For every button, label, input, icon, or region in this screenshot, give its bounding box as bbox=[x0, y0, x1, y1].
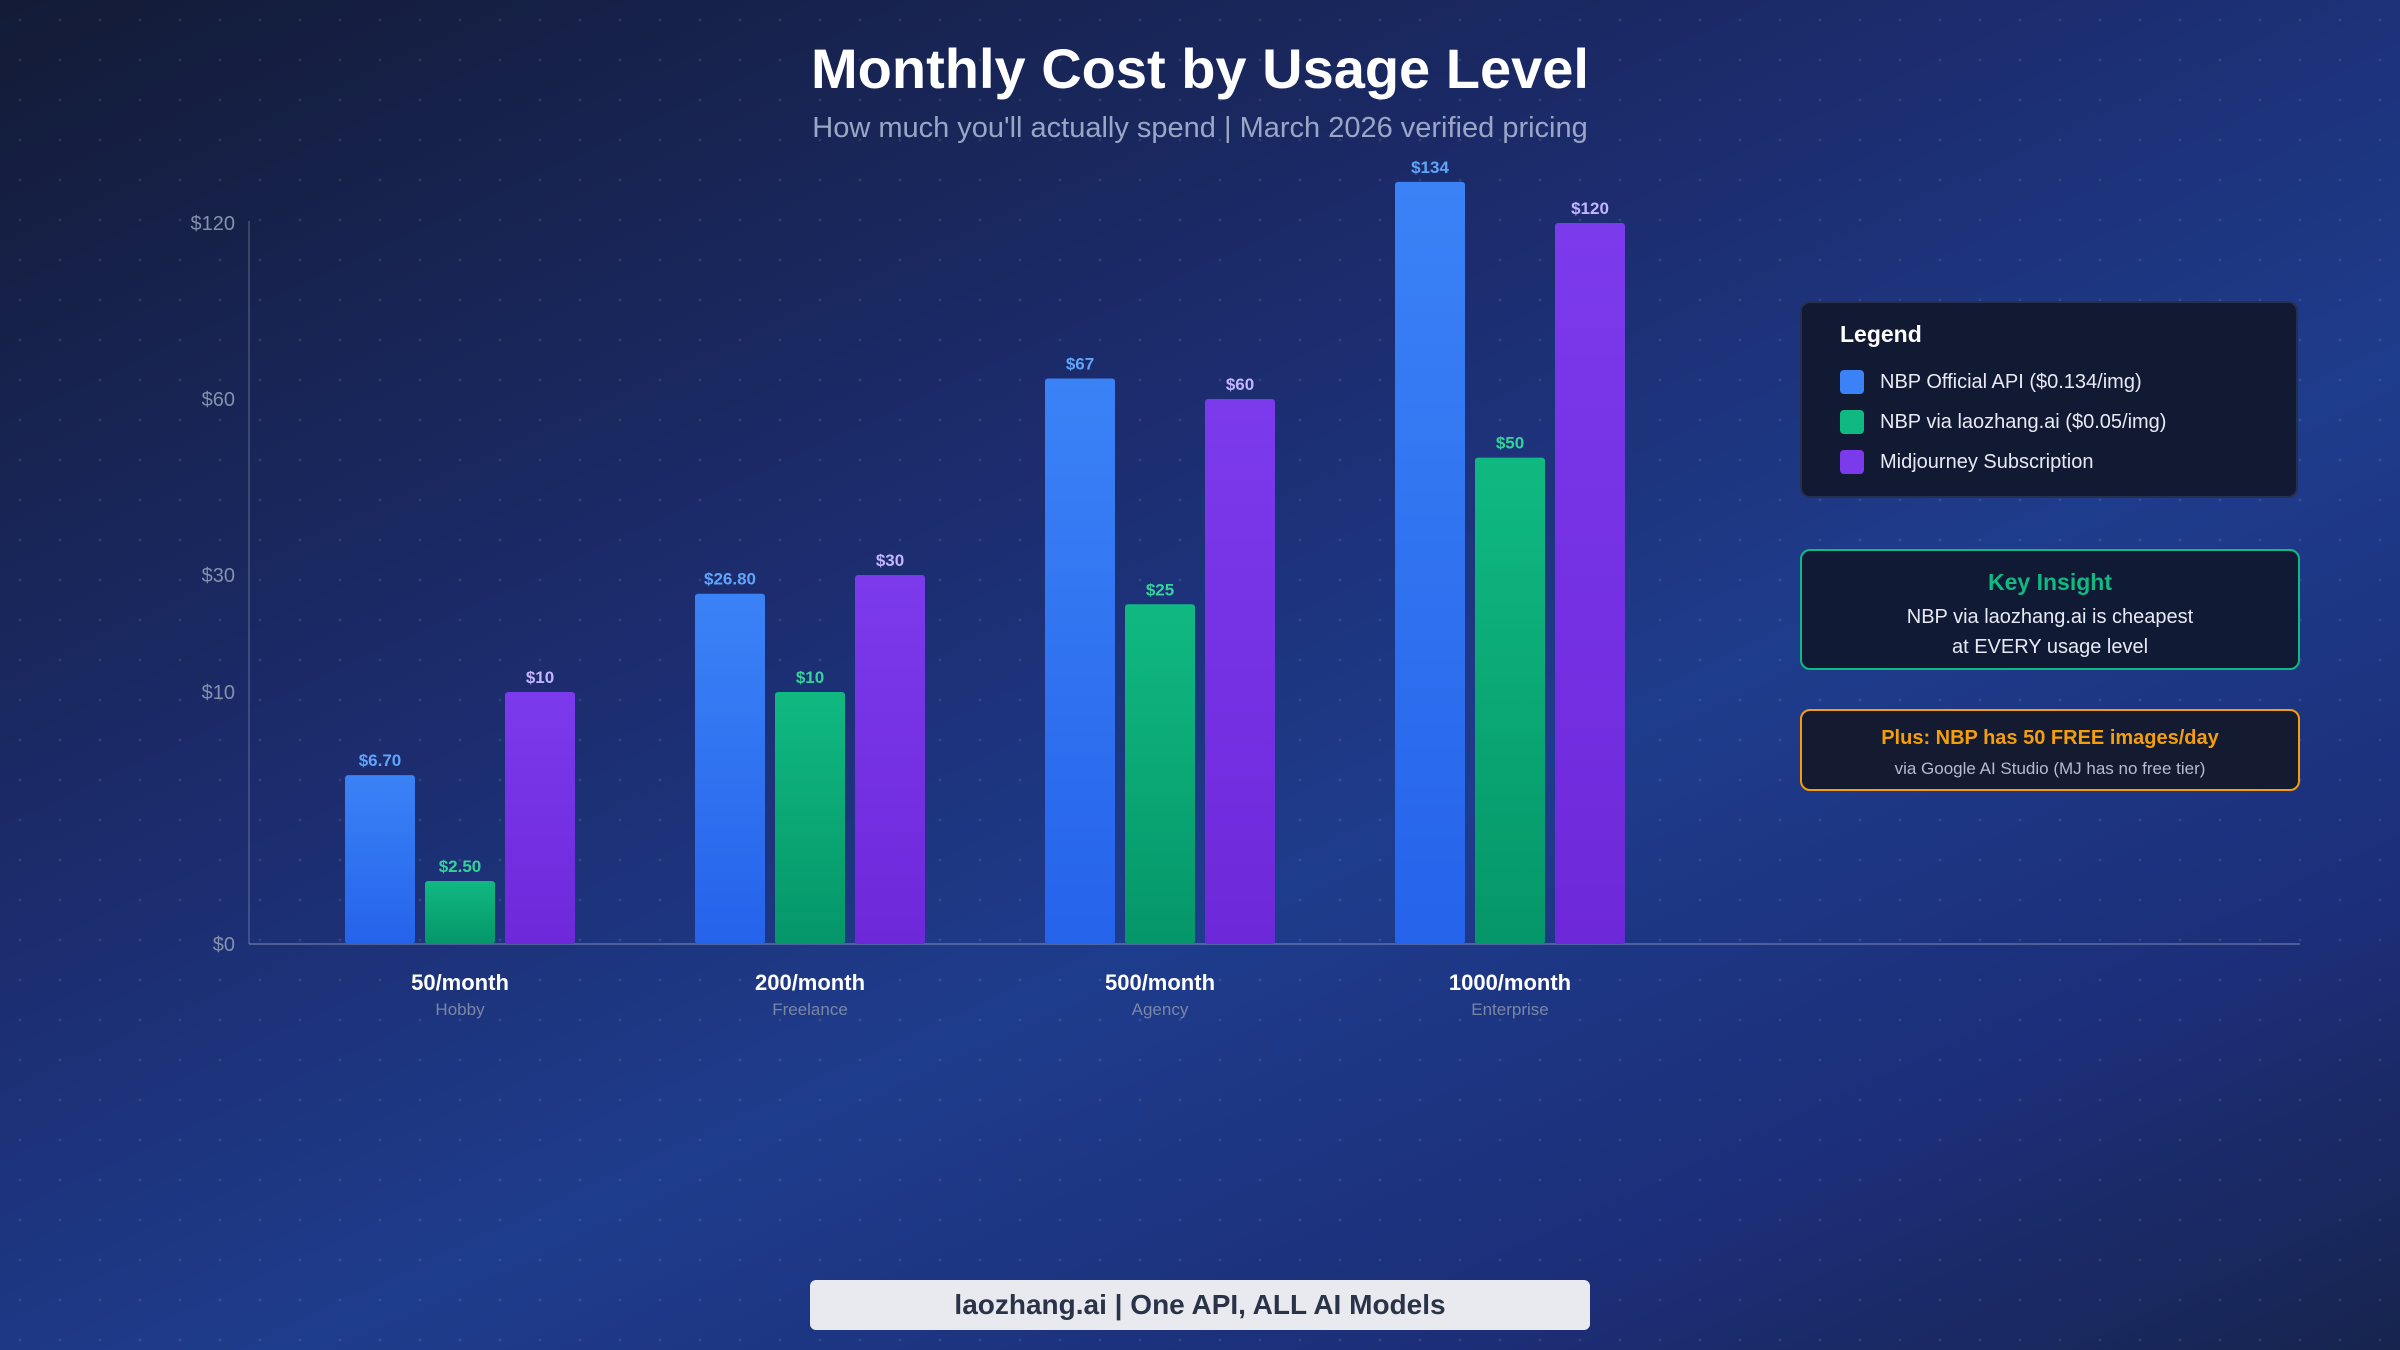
x-category-sublabel: Freelance bbox=[772, 1000, 848, 1019]
y-tick-label: $30 bbox=[202, 565, 235, 587]
key-insight-line-1: NBP via laozhang.ai is cheapest bbox=[1906, 606, 2194, 628]
x-category-sublabel: Agency bbox=[1132, 1000, 1189, 1019]
y-tick-label: $60 bbox=[202, 389, 235, 411]
x-category-label: 1000/month bbox=[1449, 970, 1571, 995]
bar-midjourney bbox=[1205, 399, 1275, 944]
legend-item-laozhang: NBP via laozhang.ai ($0.05/img) bbox=[1840, 402, 2258, 442]
legend-label-midjourney: Midjourney Subscription bbox=[1880, 450, 2094, 473]
bar-value-label: $134 bbox=[1411, 158, 1449, 177]
bar-value-label: $30 bbox=[876, 551, 904, 570]
bar-laozhang bbox=[425, 881, 495, 944]
legend-item-midjourney: Midjourney Subscription bbox=[1840, 442, 2258, 482]
bar-value-label: $10 bbox=[526, 668, 554, 687]
page-subtitle: How much you'll actually spend | March 2… bbox=[812, 112, 1588, 144]
x-category-sublabel: Hobby bbox=[435, 1000, 485, 1019]
bar-laozhang bbox=[775, 692, 845, 944]
bar-midjourney bbox=[505, 692, 575, 944]
bar-official bbox=[695, 593, 765, 944]
bar-value-label: $60 bbox=[1226, 375, 1254, 394]
free-tier-panel: Plus: NBP has 50 FREE images/day via Goo… bbox=[1800, 709, 2300, 791]
bar-official bbox=[1395, 181, 1465, 944]
x-category-sublabel: Enterprise bbox=[1471, 1000, 1548, 1019]
y-tick-label: $120 bbox=[191, 213, 236, 235]
bar-value-label: $10 bbox=[796, 668, 824, 687]
page-title: Monthly Cost by Usage Level bbox=[811, 37, 1589, 100]
x-category-label: 200/month bbox=[755, 970, 865, 995]
y-tick-label: $0 bbox=[213, 934, 235, 956]
legend-panel: Legend NBP Official API ($0.134/img) NBP… bbox=[1800, 301, 2298, 498]
bar-value-label: $67 bbox=[1066, 354, 1094, 373]
legend-swatch-midjourney bbox=[1840, 450, 1864, 474]
footer-banner: laozhang.ai | One API, ALL AI Models bbox=[810, 1280, 1590, 1330]
bar-value-label: $50 bbox=[1496, 434, 1524, 453]
legend-label-laozhang: NBP via laozhang.ai ($0.05/img) bbox=[1880, 410, 2167, 433]
x-category-label: 500/month bbox=[1105, 970, 1215, 995]
x-category-label: 50/month bbox=[411, 970, 509, 995]
key-insight-line-2: at EVERY usage level bbox=[1951, 636, 2149, 658]
free-tier-title: Plus: NBP has 50 FREE images/day bbox=[1881, 727, 2219, 749]
y-tick-label: $10 bbox=[202, 682, 235, 704]
legend-label-official: NBP Official API ($0.134/img) bbox=[1880, 370, 2142, 393]
bar-official bbox=[1045, 378, 1115, 944]
bar-laozhang bbox=[1125, 604, 1195, 944]
bar-value-label: $120 bbox=[1571, 199, 1609, 218]
key-insight-panel: Key Insight NBP via laozhang.ai is cheap… bbox=[1800, 549, 2300, 670]
key-insight-title: Key Insight bbox=[1988, 569, 2112, 595]
bar-midjourney bbox=[1555, 223, 1625, 944]
free-tier-subtitle: via Google AI Studio (MJ has no free tie… bbox=[1894, 759, 2206, 778]
bar-midjourney bbox=[855, 575, 925, 944]
bar-laozhang bbox=[1475, 457, 1545, 944]
bar-value-label: $6.70 bbox=[359, 751, 402, 770]
legend-swatch-official bbox=[1840, 370, 1864, 394]
bar-value-label: $26.80 bbox=[704, 570, 756, 589]
bar-value-label: $2.50 bbox=[439, 857, 482, 876]
bar-official bbox=[345, 775, 415, 944]
legend-title: Legend bbox=[1840, 321, 1922, 347]
legend-swatch-laozhang bbox=[1840, 410, 1864, 434]
legend-item-official: NBP Official API ($0.134/img) bbox=[1840, 362, 2258, 402]
bar-value-label: $25 bbox=[1146, 580, 1174, 599]
